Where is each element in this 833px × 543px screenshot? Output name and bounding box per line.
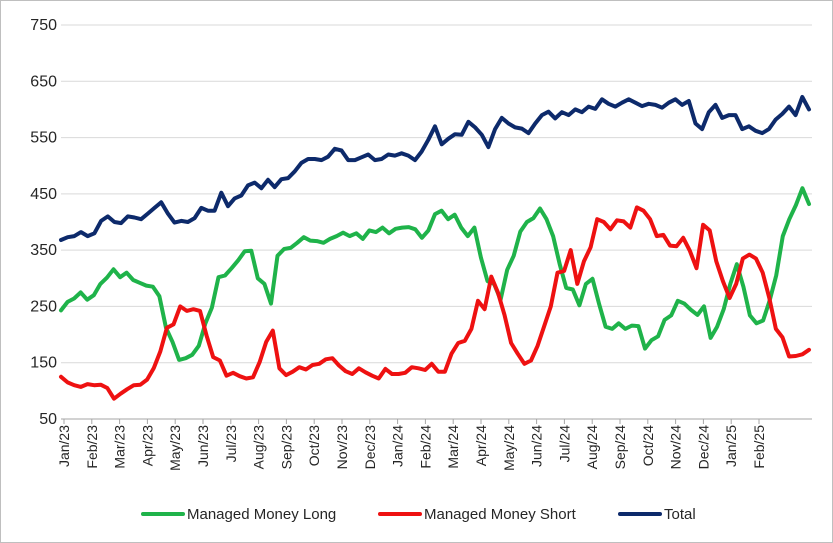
x-tick-label: Feb/25 (751, 425, 767, 469)
y-tick-label: 150 (30, 355, 57, 372)
gridlines (61, 24, 812, 364)
legend-label-long: Managed Money Long (187, 506, 336, 523)
x-tick-label: Jan/24 (390, 425, 406, 467)
legend-label-short: Managed Money Short (424, 506, 577, 523)
y-tick-label: 250 (30, 298, 57, 315)
x-tick-label: Mar/23 (112, 425, 128, 469)
x-tick-label: Apr/24 (473, 425, 489, 466)
y-tick-label: 650 (30, 73, 57, 90)
x-tick-label: Nov/24 (668, 425, 684, 470)
x-tick-label: Jul/23 (223, 425, 239, 463)
y-tick-label: 750 (30, 17, 57, 34)
x-tick-label: Oct/23 (306, 425, 322, 466)
y-tick-label: 550 (30, 130, 57, 147)
y-tick-label: 450 (30, 186, 57, 203)
x-tick-label: Dec/23 (362, 425, 378, 470)
x-tick-label: Jan/25 (723, 425, 739, 467)
x-tick-label: Sep/24 (612, 425, 628, 470)
legend: Managed Money Long Managed Money Short Tot… (141, 506, 696, 523)
x-tick-label: May/24 (501, 425, 517, 471)
legend-label-total: Total (664, 506, 696, 523)
x-tick-label: Oct/24 (640, 425, 656, 466)
y-tick-label: 50 (39, 411, 57, 428)
x-tick-label: May/23 (167, 425, 183, 471)
y-axis: 50 150 250 350 450 550 650 750 (30, 17, 57, 428)
x-tick-label: Nov/23 (334, 425, 350, 470)
series-line-long (59, 186, 811, 362)
series-lines (59, 95, 811, 401)
y-tick-label: 350 (30, 242, 57, 259)
series-line-total (59, 95, 811, 242)
series-line-short (59, 205, 811, 401)
x-axis: Jan/23 Feb/23 Mar/23 Apr/23 May/23 Jun/23 Jul/… (56, 418, 812, 471)
x-tick-label: Dec/24 (695, 425, 711, 470)
x-tick-label: Jul/24 (556, 425, 572, 463)
x-tick-label: Aug/24 (584, 425, 600, 470)
x-tick-label: Mar/24 (445, 425, 461, 469)
x-tick-label: Sep/23 (278, 425, 294, 470)
x-tick-label: Feb/24 (417, 425, 433, 469)
x-tick-label: Aug/23 (251, 425, 267, 470)
x-tick-label: Feb/23 (84, 425, 100, 469)
x-tick-label: Jun/24 (529, 425, 545, 467)
x-tick-label: Jan/23 (56, 425, 72, 467)
x-tick-label: Apr/23 (139, 425, 155, 466)
x-tick-label: Jun/23 (195, 425, 211, 467)
